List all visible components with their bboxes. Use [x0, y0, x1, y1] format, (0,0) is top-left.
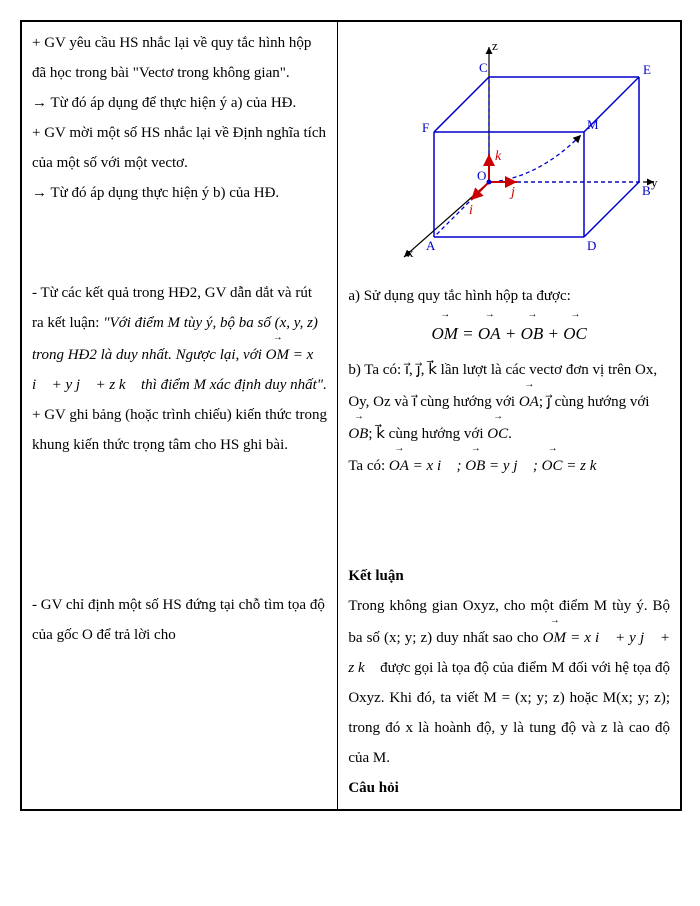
cube-diagram: z y x O A B C D E F M i⃗ j⃗ k⃗ — [348, 28, 670, 281]
para-6: + GV ghi bảng (hoặc trình chiếu) kiến th… — [32, 400, 327, 460]
para-3: + GV mời một số HS nhắc lại về Định nghĩ… — [32, 118, 327, 178]
svg-text:F: F — [422, 120, 429, 135]
para-5c: thì điểm M xác định duy nhất". — [137, 377, 327, 393]
svg-text:A: A — [426, 238, 436, 253]
b-text-2: ; j⃗ cùng hướng với — [539, 394, 650, 410]
right-column: z y x O A B C D E F M i⃗ j⃗ k⃗ a) Sử dụn… — [338, 22, 681, 810]
left-column: + GV yêu cầu HS nhắc lại về quy tắc hình… — [22, 22, 338, 810]
svg-text:B: B — [642, 183, 651, 198]
svg-text:x: x — [407, 245, 414, 260]
b-text-4: . — [508, 426, 512, 442]
para-5: - Từ các kết quả trong HĐ2, GV dẫn dắt v… — [32, 278, 327, 400]
svg-text:O: O — [477, 168, 486, 183]
eq2a: = x i⃗ ; — [409, 458, 465, 474]
svg-text:y: y — [651, 175, 658, 190]
eq2c: = z k⃗ — [563, 458, 609, 474]
ketluan-body: Trong không gian Oxyz, cho một điểm M tù… — [348, 591, 670, 773]
svg-text:j⃗: j⃗ — [509, 185, 526, 200]
kl-text-2: được gọi là tọa độ của điểm M đối với hệ… — [348, 660, 670, 766]
two-column-table: + GV yêu cầu HS nhắc lại về quy tắc hình… — [21, 21, 681, 810]
ta-co-label: Ta có: — [348, 458, 389, 474]
a-label: a) Sử dụng quy tắc hình hộp ta được: — [348, 281, 670, 311]
svg-text:D: D — [587, 238, 596, 253]
para-7: - GV chỉ định một số HS đứng tại chỗ tìm… — [32, 590, 327, 650]
equation-1: OM = OA + OB + OC — [348, 311, 670, 355]
para-1: + GV yêu cầu HS nhắc lại về quy tắc hình… — [32, 28, 327, 88]
svg-text:z: z — [492, 38, 498, 53]
svg-text:C: C — [479, 60, 488, 75]
svg-text:k⃗: k⃗ — [495, 149, 512, 164]
eq2b: = y j⃗ ; — [485, 458, 541, 474]
b-paragraph: b) Ta có: i⃗, j⃗, k⃗ lần lượt là các vec… — [348, 355, 670, 449]
para-2: → Từ đó áp dụng để thực hiện ý a) của HĐ… — [32, 88, 327, 118]
svg-text:E: E — [643, 62, 651, 77]
document-page: + GV yêu cầu HS nhắc lại về quy tắc hình… — [20, 20, 682, 811]
ta-co-line: Ta có: OA = x i⃗ ; OB = y j⃗ ; OC = z k⃗ — [348, 449, 670, 481]
para-4: → Từ đó áp dụng thực hiện ý b) của HĐ. — [32, 178, 327, 208]
ketluan-title: Kết luận — [348, 561, 670, 591]
cau-hoi-title: Câu hỏi — [348, 773, 670, 803]
svg-text:i⃗: i⃗ — [469, 203, 484, 218]
svg-text:M: M — [587, 117, 599, 132]
